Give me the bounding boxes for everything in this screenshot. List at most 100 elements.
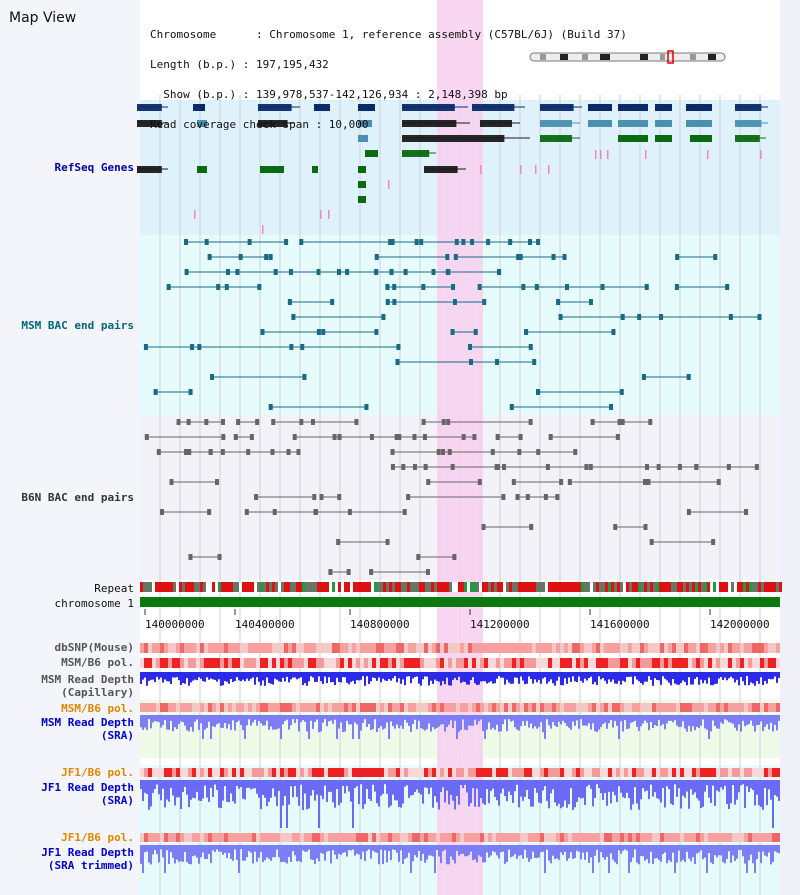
read-depth-bar [142, 845, 144, 873]
read-depth-bar [492, 845, 494, 852]
track-label-b6n-bac[interactable]: B6N BAC end pairs [21, 491, 134, 504]
read-depth-bar [210, 672, 212, 679]
repeat-element [365, 582, 368, 592]
polymorphism-cell [164, 768, 168, 777]
track-label-msm-depth-cap[interactable]: MSM Read Depth [41, 673, 134, 686]
polymorphism-cell [744, 768, 748, 777]
read-depth-bar [504, 715, 506, 720]
track-label-jf1-b6-pol-2[interactable]: JF1/B6 pol. [61, 831, 134, 844]
repeat-element [464, 582, 467, 592]
polymorphism-cell [744, 833, 748, 842]
track-label-jf1-depth-trim[interactable]: JF1 Read Depth [41, 846, 134, 859]
read-depth-bar [770, 672, 772, 680]
read-depth-bar [320, 672, 322, 682]
repeat-element [428, 582, 431, 592]
track-label-repeat[interactable]: Repeat [94, 582, 134, 595]
polymorphism-cell [196, 833, 200, 842]
track-label-msm-b6-pol[interactable]: MSM/B6 pol. [61, 656, 134, 669]
polymorphism-cell [164, 658, 168, 668]
read-depth-bar [440, 715, 442, 725]
polymorphism-cell [280, 703, 284, 712]
polymorphism-cell [352, 768, 356, 777]
polymorphism-cell [280, 768, 284, 777]
polymorphism-cell [200, 643, 204, 653]
polymorphism-cell [428, 643, 432, 653]
repeat-element [443, 582, 446, 592]
read-depth-bar [570, 715, 572, 730]
track-label-msm-depth-sra[interactable]: MSM Read Depth [41, 716, 134, 729]
track-label-dbsnp[interactable]: dbSNP(Mouse) [54, 641, 134, 654]
polymorphism-cell [340, 643, 344, 653]
read-depth-bar [520, 672, 522, 677]
read-depth-bar [564, 845, 566, 852]
read-depth-bar [228, 780, 230, 803]
read-depth-bar [372, 672, 374, 678]
read-depth-bar [218, 715, 220, 724]
polymorphism-cell [600, 768, 604, 777]
read-depth-bar [726, 845, 728, 859]
b6n-bac-end [421, 419, 426, 425]
read-depth-bar [242, 845, 244, 861]
read-depth-bar [164, 780, 166, 808]
read-depth-bar [246, 672, 248, 679]
polymorphism-cell [580, 643, 584, 653]
read-depth-bar [434, 715, 436, 730]
read-depth-bar [622, 780, 624, 798]
repeat-element [431, 582, 434, 592]
polymorphism-cell [584, 833, 588, 842]
track-label-chromosome[interactable]: chromosome 1 [54, 597, 134, 610]
read-depth-bar [574, 672, 576, 682]
read-depth-bar [580, 845, 582, 860]
read-depth-bar [484, 715, 486, 739]
track-label-refseq[interactable]: RefSeq Genes [54, 161, 134, 174]
polymorphism-cell [528, 833, 532, 842]
polymorphism-cell [692, 703, 696, 712]
b6n-bac-end [643, 524, 648, 530]
polymorphism-cell [520, 643, 524, 653]
read-depth-bar [624, 672, 626, 682]
polymorphism-cell [264, 658, 268, 668]
track-label-jf1-depth-sra[interactable]: JF1 Read Depth [41, 781, 134, 794]
repeat-element [245, 582, 248, 592]
read-depth-bar [496, 715, 498, 725]
read-depth-bar [400, 672, 402, 684]
polymorphism-cell [324, 768, 328, 777]
polymorphism-cell [244, 643, 248, 653]
polymorphism-cell [564, 658, 568, 668]
read-depth-bar [154, 672, 156, 683]
read-depth-bar [666, 780, 668, 787]
polymorphism-cell [320, 643, 324, 653]
read-depth-bar [330, 780, 332, 792]
polymorphism-cell [376, 768, 380, 777]
read-depth-bar [354, 715, 356, 723]
read-depth-bar [344, 780, 346, 794]
read-depth-bar [320, 715, 322, 732]
msm-bac-end [611, 329, 616, 335]
read-depth-bar [656, 715, 658, 727]
read-depth-bar [720, 780, 722, 788]
read-depth-bar [510, 715, 512, 722]
gene-exon [735, 104, 762, 111]
read-depth-bar [436, 715, 438, 728]
read-depth-bar [224, 672, 226, 682]
track-label-msm-b6-pol-2[interactable]: MSM/B6 pol. [61, 702, 134, 715]
b6n-bac-end [441, 449, 446, 455]
chromosome-bar [140, 597, 780, 607]
read-depth-bar [666, 845, 668, 864]
read-depth-bar [488, 780, 490, 804]
b6n-bac-end [613, 524, 618, 530]
read-depth-bar [750, 780, 752, 789]
refseq-mark [520, 165, 522, 174]
b6n-bac-end [426, 479, 431, 485]
read-depth-bar [472, 715, 474, 726]
track-label-msm-bac[interactable]: MSM BAC end pairs [21, 319, 134, 332]
msm-bac-end [461, 239, 466, 245]
repeat-element [683, 582, 686, 592]
read-depth-bar [456, 672, 458, 681]
track-label-jf1-b6-pol[interactable]: JF1/B6 pol. [61, 766, 134, 779]
polymorphism-cell [600, 833, 604, 842]
msm-bac-end [468, 359, 473, 365]
polymorphism-cell [224, 643, 228, 653]
polymorphism-cell [496, 658, 500, 668]
